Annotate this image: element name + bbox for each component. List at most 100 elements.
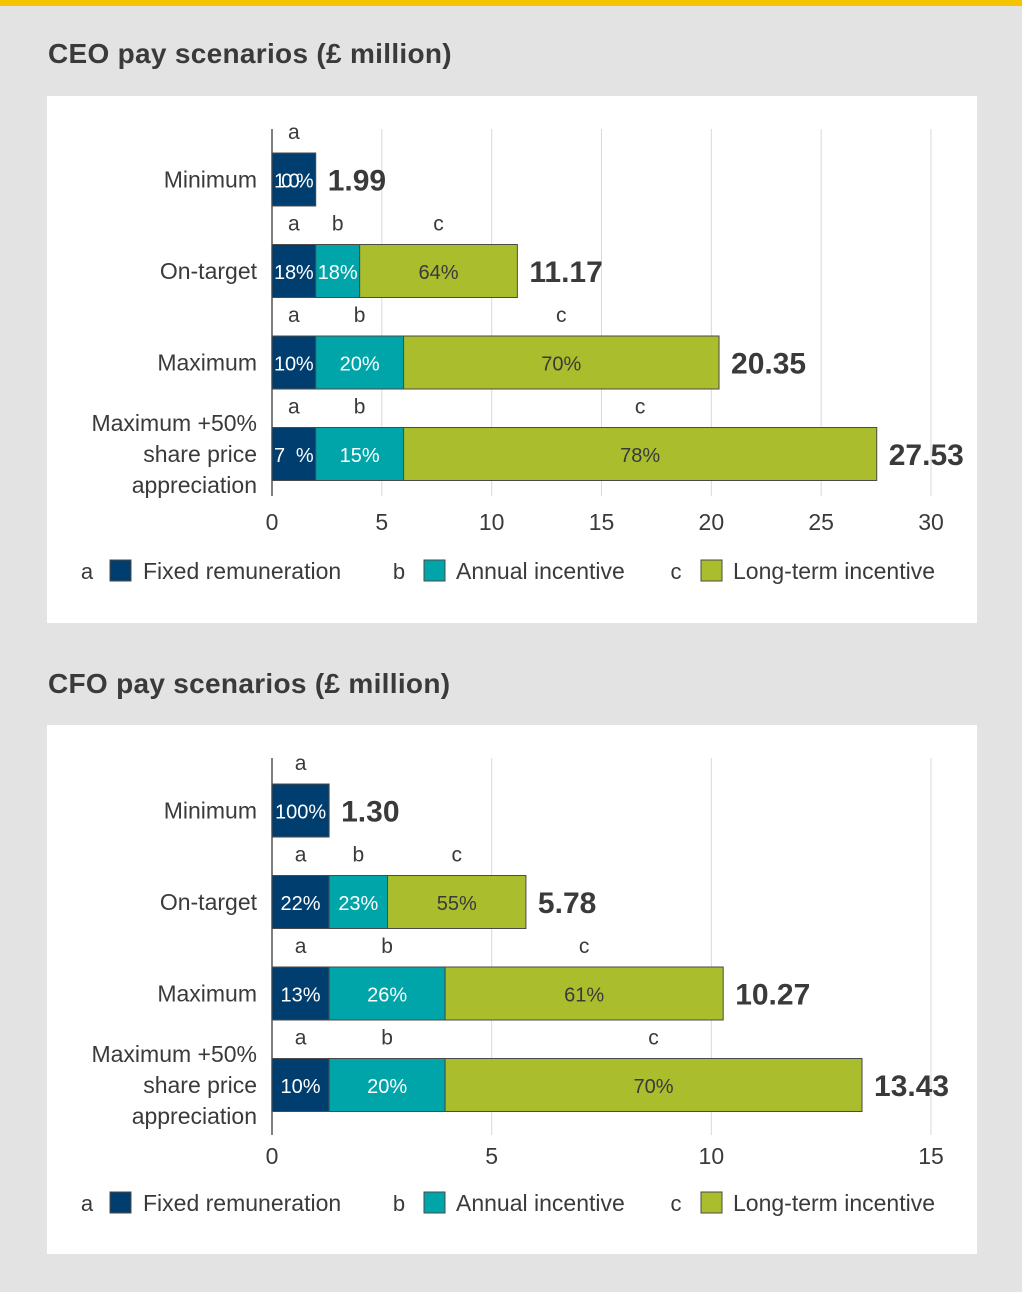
bar-segment-a [271,875,330,929]
bar-segment-c [444,1058,863,1112]
ceo-chart-panel: 0 5 10 15 20 25 30 Minimum a 100% 1.99 On-target a 18… [47,96,977,623]
data-label-percent: 55% [437,893,477,915]
data-label-percent: 20% [340,354,380,376]
segment-key-letter: a [288,121,300,144]
data-label-percent: 70% [634,1076,674,1098]
x-tick-label: 5 [485,1143,498,1169]
data-label-percent: 23% [338,893,378,915]
legend-swatch-c [700,559,723,582]
legend-label: Annual incentive [456,1190,625,1216]
segment-key-letter: a [295,1027,307,1050]
data-label-percent: 10% [274,354,314,376]
bar-segment-a [271,152,317,207]
category-label: Minimum [164,798,257,824]
category-label: On-target [160,889,258,915]
bar-total-label: 1.99 [328,165,386,198]
segment-key-letter: b [354,304,366,327]
bar-segment-b [315,244,361,298]
segment-key-letter: c [635,396,646,419]
legend-swatch-b [423,1191,446,1214]
data-label-percent: 15% [340,445,380,467]
x-tick-label: 0 [266,1143,279,1169]
bar-segment-a [271,244,317,298]
bar-segment-a [271,783,330,838]
bar-segment-a [271,335,317,390]
bar-total-label: 1.30 [341,796,399,829]
legend-label: Fixed remuneration [143,1190,341,1216]
legend-label: Annual incentive [456,558,625,584]
segment-key-letter: c [451,844,462,867]
category-label: appreciation [132,472,257,498]
x-tick-label: 10 [699,1143,725,1169]
category-label: On-target [160,258,258,284]
segment-key-letter: a [288,396,300,419]
category-label: share price [143,1072,257,1098]
segment-key-letter: c [433,213,444,236]
segment-key-letter: b [332,213,344,236]
data-label-percent: 18% [318,262,358,284]
legend-key-letter: a [81,1191,94,1216]
bar-segment-a [271,1058,330,1112]
bar-segment-c [403,427,878,481]
segment-key-letter: a [295,844,307,867]
data-label-percent: 64% [418,262,458,284]
data-label-percent: 13% [281,985,321,1007]
data-label-percent: 100% [274,171,314,193]
segment-key-letter: a [288,304,300,327]
x-tick-label: 0 [266,509,279,535]
legend-label: Long-term incentive [733,1190,935,1216]
bar-total-label: 13.43 [874,1070,949,1103]
cfo-chart-title: CFO pay scenarios (£ million) [48,668,451,699]
data-label-percent: 22% [281,893,321,915]
legend-label: Long-term incentive [733,558,935,584]
legend-swatch-c [700,1191,723,1214]
category-label: Maximum [157,350,257,376]
legend-key-letter: b [393,1191,405,1216]
legend-key-letter: b [393,559,405,584]
data-label-percent: 10% [281,1076,321,1098]
legend-key-letter: c [671,1191,682,1216]
segment-key-letter: c [648,1027,659,1050]
category-label: Maximum +50% [91,1041,257,1067]
bar-total-label: 10.27 [735,979,810,1012]
segment-key-letter: c [556,304,567,327]
segment-key-letter: b [352,844,364,867]
legend-swatch-a [109,1191,132,1214]
segment-key-letter: b [381,1027,393,1050]
segment-key-letter: c [579,935,590,958]
category-label: share price [143,441,257,467]
bar-total-label: 11.17 [529,256,602,289]
segment-key-letter: a [288,213,300,236]
accent-top-bar [0,0,1022,6]
bar-segment-c [403,335,720,390]
data-label-percent: 70% [541,354,581,376]
data-label-percent: 78% [620,445,660,467]
ceo-pay-chart: 0 5 10 15 20 25 30 Minimum a 100% 1.99 On-target a 18… [81,121,964,584]
x-tick-label: 10 [479,509,505,535]
x-tick-label: 30 [918,509,944,535]
category-label: appreciation [132,1103,257,1129]
bar-segment-c [359,244,518,298]
cfo-chart-panel: 0 5 10 15 Minimum a 100% 1.30 On-target a 22% b 23% c… [47,725,977,1254]
x-tick-label: 25 [808,509,834,535]
legend-label: Fixed remuneration [143,558,341,584]
bar-total-label: 20.35 [731,348,806,381]
legend-swatch-a [109,559,132,582]
segment-key-letter: a [295,752,307,775]
bar-segment-c [444,966,724,1021]
legend-swatch-b [423,559,446,582]
x-tick-label: 5 [375,509,388,535]
category-label: Maximum +50% [91,410,257,436]
bar-segment-b [328,1058,446,1112]
bar-total-label: 27.53 [889,439,964,472]
legend-key-letter: a [81,559,94,584]
bar-total-label: 5.78 [538,887,596,920]
bar-segment-b [328,966,446,1021]
bar-segment-c [387,875,527,929]
data-label-percent: 20% [367,1076,407,1098]
x-tick-label: 15 [589,509,615,535]
category-label: Maximum [157,981,257,1007]
segment-key-letter: b [354,396,366,419]
data-label-percent: 100% [275,802,326,824]
